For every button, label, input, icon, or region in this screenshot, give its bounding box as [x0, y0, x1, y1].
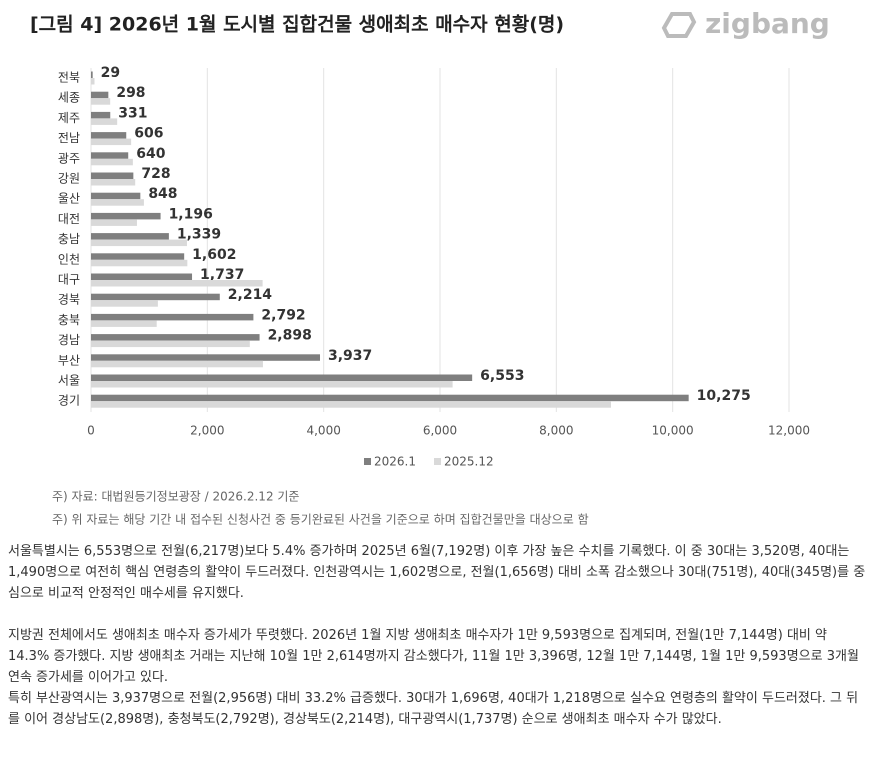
value-label: 331: [118, 105, 147, 121]
note: 주) 자료: 대법원등기정보광장 / 2026.2.12 기준: [52, 490, 299, 504]
bar: [91, 118, 118, 125]
y-tick-label: 제주: [58, 111, 80, 125]
bar: [91, 233, 169, 240]
y-tick-label: 대구: [58, 273, 80, 287]
value-label: 2,792: [261, 307, 305, 323]
value-label: 6,553: [480, 368, 524, 384]
bar: [91, 192, 141, 200]
x-tick-label: 8,000: [539, 424, 573, 438]
y-tick-label: 인천: [58, 251, 80, 266]
bar: [91, 138, 132, 146]
y-tick-label: 전남: [58, 131, 80, 145]
bar: [91, 280, 263, 287]
value-label: 728: [141, 166, 170, 182]
bar: [91, 219, 137, 226]
bar: [91, 91, 109, 99]
bar: [91, 71, 93, 78]
value-label: 29: [101, 65, 120, 81]
bar: [91, 172, 134, 179]
bar: [91, 320, 157, 327]
bar: [91, 212, 161, 220]
bar: [91, 253, 185, 260]
bar: [91, 152, 129, 159]
y-tick-label: 부산: [58, 353, 80, 367]
bar: [91, 259, 188, 267]
logo: zigbang: [705, 7, 830, 40]
value-label: 2,214: [228, 287, 273, 303]
bar: [91, 354, 321, 361]
value-label: 1,196: [169, 206, 213, 222]
x-tick-label: 0: [87, 424, 95, 438]
bar: [91, 158, 133, 166]
paragraph: 지방권 전체에서도 생애최초 매수자 증가세가 뚜렷했다. 2026년 1월 지…: [8, 628, 859, 685]
bar: [91, 374, 473, 381]
chart: [그림 4] 2026년 1월 도시별 집합건물 생애최초 매수자 현황(명) …: [30, 7, 830, 527]
y-tick-label: 충북: [58, 313, 80, 327]
chart-title: [그림 4] 2026년 1월 도시별 집합건물 생애최초 매수자 현황(명): [30, 13, 564, 36]
bar: [91, 199, 144, 206]
bar: [91, 179, 136, 186]
value-label: 10,275: [697, 388, 751, 404]
y-tick-label: 전북: [58, 71, 80, 85]
y-tick-label: 광주: [58, 151, 80, 165]
x-tick-label: 10,000: [652, 424, 694, 438]
value-label: 1,737: [200, 267, 244, 283]
value-label: 606: [134, 126, 163, 142]
bar: [91, 360, 263, 368]
y-tick-label: 울산: [58, 192, 80, 206]
bar: [91, 132, 127, 139]
bar: [91, 394, 689, 402]
bar: [91, 98, 111, 105]
x-tick-label: 12,000: [768, 424, 810, 438]
value-label: 1,602: [192, 247, 236, 263]
y-tick-label: 세종: [58, 91, 80, 105]
y-tick-label: 경북: [58, 293, 80, 307]
y-tick-label: 충남: [58, 232, 80, 246]
value-label: 1,339: [177, 227, 221, 243]
legend-label: 2026.1: [374, 455, 416, 469]
x-tick-label: 6,000: [423, 424, 457, 438]
y-tick-label: 경남: [58, 333, 80, 347]
legend-label: 2025.12: [444, 455, 494, 469]
bar: [91, 78, 95, 85]
logo-icon: [661, 12, 697, 38]
y-tick-label: 대전: [58, 212, 80, 226]
value-label: 848: [148, 186, 177, 202]
bar: [91, 239, 187, 247]
legend-swatch: [364, 458, 371, 465]
y-tick-label: 강원: [58, 172, 80, 186]
paragraph: 서울특별시는 6,553명으로 전월(6,217명)보다 5.4% 증가하며 2…: [8, 544, 866, 601]
x-tick-label: 2,000: [190, 424, 224, 438]
bar: [91, 334, 260, 341]
value-label: 298: [116, 85, 145, 101]
value-label: 2,898: [268, 328, 312, 344]
bar: [91, 273, 193, 280]
bar: [91, 340, 250, 348]
paragraph: 특히 부산광역시는 3,937명으로 전월(2,956명) 대비 33.2% 급…: [8, 691, 859, 727]
value-label: 3,937: [328, 348, 372, 364]
article: 서울특별시는 6,553명으로 전월(6,217명)보다 5.4% 증가하며 2…: [8, 541, 866, 730]
y-tick-label: 경기: [58, 394, 80, 408]
bar: [91, 313, 254, 321]
x-tick-label: 4,000: [306, 424, 340, 438]
value-label: 640: [136, 146, 165, 162]
bar: [91, 300, 158, 307]
bar: [91, 381, 453, 388]
bar: [91, 401, 612, 408]
bar: [91, 111, 111, 119]
y-tick-label: 서울: [58, 374, 80, 388]
legend-swatch: [434, 458, 441, 465]
bar: [91, 293, 220, 301]
note: 주) 위 자료는 해당 기간 내 접수된 신청사건 중 등기완료된 사건을 기준…: [52, 513, 589, 527]
